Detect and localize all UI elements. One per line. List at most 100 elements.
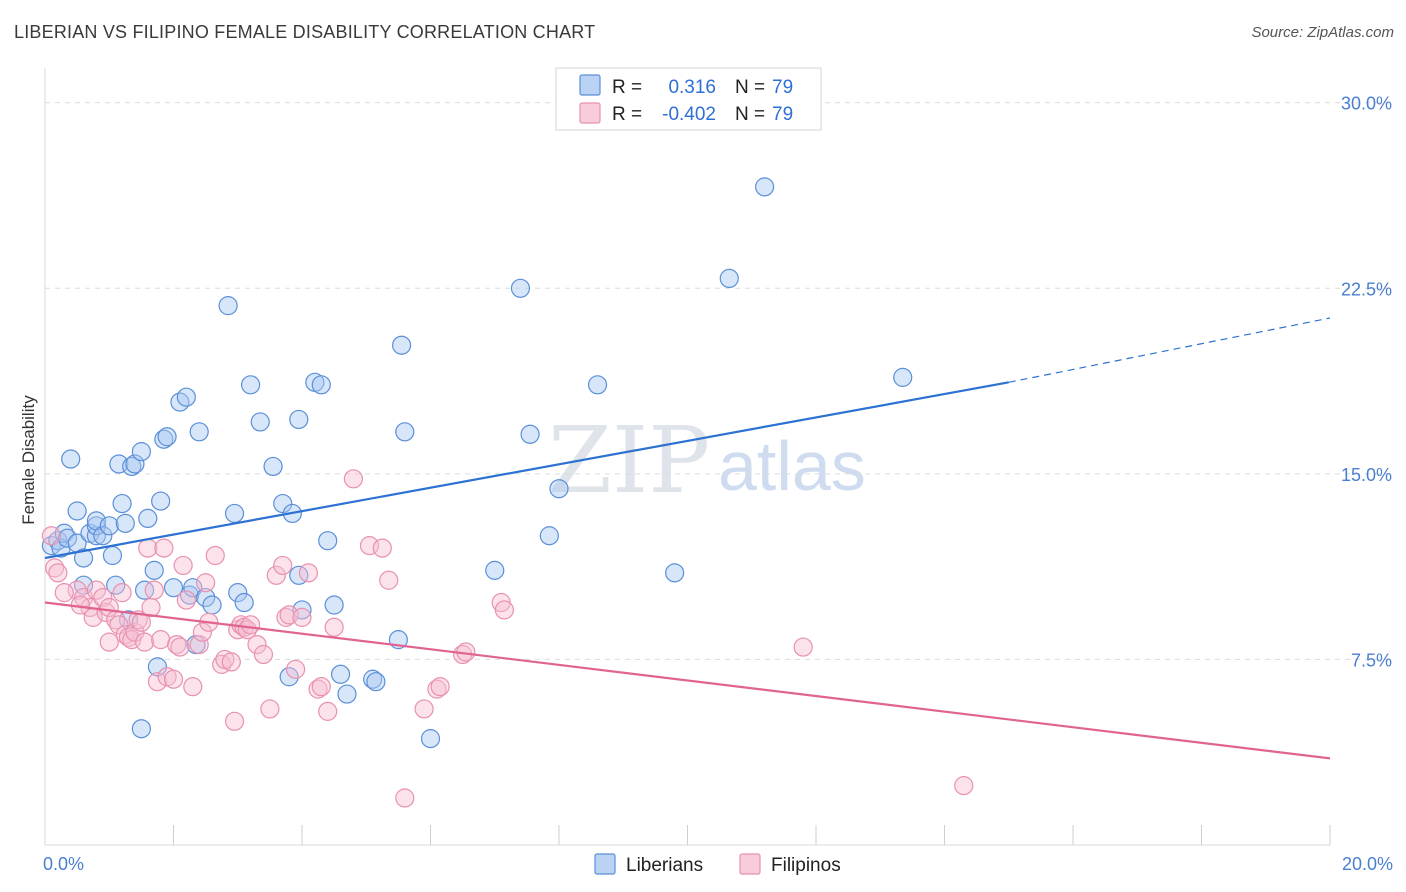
- point-liberians-24: [131, 442, 151, 462]
- watermark: ZIP atlas: [548, 407, 866, 514]
- trend-lines: [44, 317, 1331, 760]
- legend-n-value-liberians: 79: [772, 77, 793, 98]
- point-liberians-7: [67, 501, 87, 521]
- point-liberians-19: [112, 493, 132, 514]
- point-filipinos-24: [147, 672, 168, 692]
- point-liberians-72: [587, 375, 608, 395]
- chart-title: LIBERIAN VS FILIPINO FEMALE DISABILITY C…: [14, 22, 596, 42]
- point-liberians-62: [366, 672, 386, 692]
- point-liberians-42: [218, 296, 238, 316]
- point-filipinos-48: [247, 634, 267, 655]
- point-liberians-17: [106, 575, 126, 595]
- point-liberians-76: [893, 367, 913, 387]
- point-liberians-26: [134, 580, 155, 600]
- point-filipinos-17: [125, 622, 145, 642]
- x-tick-label-1: 20.0%: [1342, 854, 1393, 874]
- bottom-legend: Liberians Filipinos: [594, 853, 841, 876]
- point-filipinos-32: [176, 590, 196, 610]
- point-liberians-54: [292, 600, 312, 620]
- point-liberians-58: [324, 595, 344, 615]
- point-liberians-69: [520, 424, 540, 444]
- point-liberians-11: [86, 526, 107, 546]
- point-liberians-48: [263, 456, 283, 477]
- legend-n-value-filipinos: 79: [772, 104, 793, 125]
- point-filipinos-41: [221, 652, 241, 672]
- point-liberians-32: [157, 427, 177, 447]
- point-filipinos-23: [144, 580, 164, 600]
- watermark-zip: ZIP: [548, 407, 710, 514]
- trend-line-liberians-extension: [1008, 317, 1331, 383]
- point-filipinos-75: [954, 776, 974, 796]
- point-liberians-16: [102, 545, 123, 566]
- y-tick-label-0: 7.5%: [1351, 650, 1392, 670]
- point-liberians-59: [330, 664, 351, 684]
- point-filipinos-65: [379, 570, 399, 590]
- point-filipinos-51: [266, 565, 286, 585]
- trend-line-filipinos: [44, 601, 1331, 760]
- point-liberians-68: [510, 278, 531, 298]
- point-filipinos-7: [93, 587, 113, 608]
- legend: R = 0.316 N = 79 R = -0.402 N = 79: [555, 67, 822, 131]
- point-filipinos-0: [41, 526, 62, 546]
- point-liberians-45: [234, 592, 254, 613]
- point-liberians-56: [311, 375, 331, 395]
- point-filipinos-10: [99, 597, 119, 618]
- point-liberians-40: [196, 587, 216, 608]
- point-filipinos-62: [343, 469, 363, 489]
- point-liberians-39: [189, 422, 209, 442]
- point-liberians-35: [176, 387, 196, 407]
- point-liberians-73: [665, 563, 685, 583]
- point-filipinos-73: [494, 600, 514, 620]
- point-filipinos-60: [318, 701, 338, 721]
- point-filipinos-30: [170, 637, 190, 657]
- point-liberians-27: [138, 508, 158, 529]
- point-filipinos-49: [253, 644, 274, 665]
- point-filipinos-29: [167, 634, 187, 655]
- point-liberians-22: [122, 456, 142, 477]
- y-tick-label-2: 22.5%: [1341, 279, 1392, 299]
- point-liberians-29: [147, 657, 168, 677]
- point-liberians-5: [61, 449, 81, 469]
- point-filipinos-61: [324, 617, 344, 637]
- legend-swatch-liberians: [579, 74, 601, 96]
- point-filipinos-26: [154, 538, 174, 558]
- point-liberians-43: [224, 503, 245, 524]
- legend-r-label-filipinos: R =: [612, 104, 642, 125]
- axes: [44, 68, 1331, 846]
- point-filipinos-67: [414, 699, 434, 719]
- point-liberians-15: [99, 516, 119, 536]
- point-filipinos-64: [372, 538, 392, 558]
- point-filipinos-58: [308, 679, 328, 699]
- point-liberians-4: [57, 528, 78, 548]
- point-filipinos-13: [112, 583, 132, 603]
- point-filipinos-21: [138, 538, 158, 558]
- point-liberians-61: [363, 669, 383, 689]
- x-tick-labels: 0.0% 20.0%: [43, 854, 1393, 874]
- point-liberians-70: [539, 526, 559, 546]
- point-filipinos-56: [292, 607, 312, 627]
- legend-r-value-liberians: 0.316: [668, 77, 716, 98]
- point-liberians-41: [202, 595, 222, 615]
- y-axis-label: Female Disability: [19, 395, 38, 525]
- chart-source: Source: ZipAtlas.com: [1251, 24, 1394, 41]
- y-tick-label-3: 30.0%: [1341, 94, 1392, 114]
- point-filipinos-69: [430, 677, 450, 697]
- point-liberians-31: [154, 429, 174, 449]
- point-liberians-44: [228, 583, 248, 603]
- legend-swatch-filipinos: [579, 102, 601, 124]
- bottom-legend-swatch-filipinos: [739, 853, 761, 875]
- bottom-legend-label-filipinos: Filipinos: [771, 855, 841, 876]
- point-liberians-25: [131, 719, 151, 739]
- point-filipinos-42: [224, 711, 245, 731]
- point-liberians-47: [250, 412, 270, 432]
- x-tick-label-0: 0.0%: [43, 854, 84, 874]
- point-filipinos-9: [99, 632, 119, 652]
- point-liberians-14: [93, 526, 113, 546]
- point-filipinos-25: [151, 630, 171, 650]
- point-liberians-52: [289, 409, 309, 430]
- point-liberians-67: [485, 560, 505, 580]
- point-filipinos-33: [183, 677, 203, 697]
- legend-n-label-liberians: N =: [735, 77, 765, 98]
- point-filipinos-31: [173, 555, 193, 576]
